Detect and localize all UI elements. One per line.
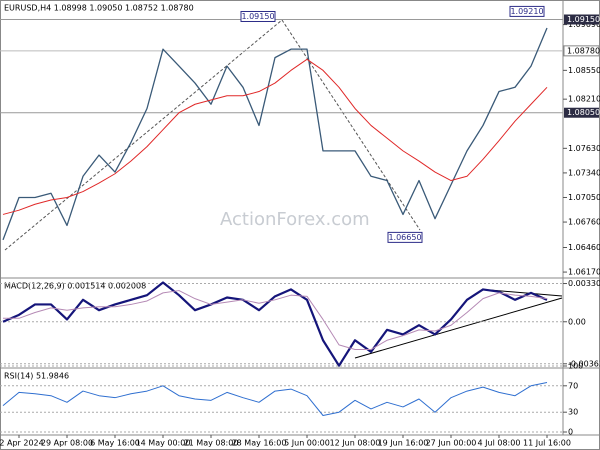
trend-line	[354, 297, 563, 359]
x-tick-label: 27 Jun 00:00	[426, 439, 477, 448]
panel-title: MACD(12,26,9) 0.001514 0.002008	[4, 282, 146, 291]
series-line	[2, 27, 548, 241]
y-tick-label: 1.06460	[568, 243, 600, 252]
y-tick-label: 0.00	[568, 317, 586, 326]
y-tick-label: 1.08550	[568, 66, 600, 75]
y-tick-label: 30	[568, 408, 578, 417]
x-tick-label: 11 Jul 16:00	[523, 439, 571, 448]
y-tick-label: 1.07340	[568, 168, 600, 177]
y-tick-label: -0.003635	[568, 359, 600, 368]
trend-line	[4, 19, 283, 251]
watermark: ActionForex.com	[220, 209, 370, 230]
y-tick-label: 1.06170	[568, 268, 600, 277]
y-tick-label: 1.09090	[568, 20, 600, 29]
level-tag	[564, 14, 599, 25]
annotation-label: 1.09150	[241, 12, 274, 21]
x-tick-label: 4 Jul 08:00	[478, 439, 521, 448]
annotation-label: 1.06650	[388, 233, 421, 242]
x-tick-label: 21 May 08:00	[184, 439, 239, 448]
trend-line	[489, 289, 563, 297]
price-tag	[563, 45, 600, 57]
y-tick-label: 100	[568, 362, 583, 371]
y-tick-label: 1.07050	[568, 193, 600, 202]
x-tick-label: 29 Apr 08:00	[41, 439, 93, 448]
chart-title: EURUSD,H4 1.08998 1.09050 1.08752 1.0878…	[4, 4, 194, 13]
annotation-box	[387, 231, 423, 243]
annotation-box	[240, 10, 276, 22]
x-tick-label: 28 May 16:00	[232, 439, 287, 448]
series-line	[2, 382, 548, 416]
level-tag	[564, 107, 599, 118]
annotation-box	[509, 5, 545, 17]
y-tick-label: 1.08210	[568, 95, 600, 104]
panel-title: RSI(14) 51.9846	[4, 372, 69, 381]
y-tick-label: 1.07630	[568, 144, 600, 153]
series-line	[2, 58, 548, 215]
level-label: 1.08050	[567, 108, 600, 117]
x-tick-label: 14 May 00:00	[136, 439, 191, 448]
level-label: 1.09150	[567, 15, 600, 24]
trend-line	[281, 19, 421, 231]
y-tick-label: 0.003308	[568, 279, 600, 288]
y-tick-label: 1.06760	[568, 218, 600, 227]
y-tick-label: 70	[568, 381, 578, 390]
annotation-label: 1.09210	[510, 7, 543, 16]
x-tick-label: 22 Apr 2024	[0, 439, 44, 448]
x-tick-label: 12 Jun 08:00	[330, 439, 381, 448]
x-tick-label: 5 Jun 00:00	[284, 439, 330, 448]
price-label: 1.08780	[567, 46, 600, 55]
x-tick-label: 19 Jun 16:00	[378, 439, 429, 448]
y-tick-label: 0	[568, 428, 573, 437]
series-line	[3, 290, 548, 351]
x-tick-label: 6 May 16:00	[90, 439, 140, 448]
